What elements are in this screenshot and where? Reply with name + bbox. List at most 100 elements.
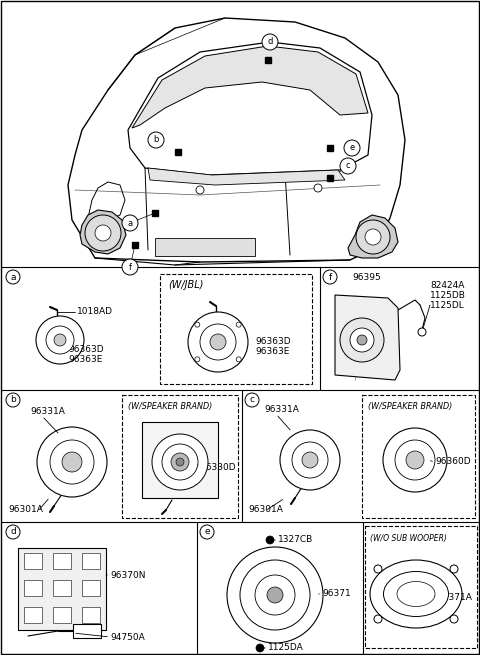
Circle shape [374,615,382,623]
Bar [365,526,477,648]
Text: f: f [328,272,332,282]
Circle shape [450,565,458,573]
Text: 96330D: 96330D [200,462,236,472]
Bar [73,624,101,638]
Text: 82424A: 82424A [430,280,464,290]
Circle shape [292,442,328,478]
Polygon shape [80,210,126,254]
Circle shape [200,324,236,360]
Text: 96301A: 96301A [8,506,43,514]
Text: 1125DB: 1125DB [430,291,466,299]
Circle shape [37,427,107,497]
Circle shape [266,536,274,544]
Bar [53,553,71,569]
Text: (W/JBL): (W/JBL) [168,280,204,290]
Circle shape [280,430,340,490]
Text: b: b [10,396,16,405]
Circle shape [395,440,435,480]
Text: d: d [10,527,16,536]
Text: 1327CB: 1327CB [278,536,313,544]
Circle shape [236,357,241,362]
Text: a: a [10,272,16,282]
Text: 96363E: 96363E [68,356,102,364]
Circle shape [85,215,121,251]
Circle shape [245,393,259,407]
Circle shape [148,132,164,148]
Circle shape [383,428,447,492]
Circle shape [240,560,310,630]
Circle shape [227,547,323,643]
Polygon shape [148,168,345,185]
Circle shape [267,587,283,603]
Circle shape [171,453,189,471]
Text: 1018AD: 1018AD [77,307,113,316]
Text: 96370N: 96370N [110,571,145,580]
Circle shape [314,184,322,192]
Polygon shape [68,18,405,262]
Circle shape [450,615,458,623]
Ellipse shape [397,582,435,607]
Circle shape [262,34,278,50]
Text: (W/SPEAKER BRAND): (W/SPEAKER BRAND) [368,403,452,411]
Circle shape [340,318,384,362]
Circle shape [6,393,20,407]
Text: a: a [127,219,132,227]
Text: b: b [153,136,159,145]
Circle shape [302,452,318,468]
Text: 96363E: 96363E [255,348,289,356]
Text: 96363D: 96363D [68,345,104,354]
Circle shape [36,316,84,364]
Circle shape [323,270,337,284]
Circle shape [210,334,226,350]
Circle shape [195,357,200,362]
Polygon shape [128,42,372,175]
Circle shape [196,186,204,194]
Circle shape [350,328,374,352]
Circle shape [54,334,66,346]
Circle shape [340,158,356,174]
Bar [53,580,71,596]
Circle shape [255,575,295,615]
Circle shape [176,458,184,466]
Bar [53,607,71,624]
Circle shape [6,270,20,284]
Bar [24,580,42,596]
Text: 96371A: 96371A [437,593,472,603]
Circle shape [162,444,198,480]
Circle shape [357,335,367,345]
Circle shape [418,328,426,336]
Bar [24,553,42,569]
Polygon shape [335,295,400,380]
Circle shape [50,440,94,484]
Text: f: f [129,263,132,272]
Text: (W/SPEAKER BRAND): (W/SPEAKER BRAND) [128,403,212,411]
Bar [18,548,106,630]
Circle shape [374,565,382,573]
Text: 96371: 96371 [322,588,351,597]
Bar [83,553,100,569]
Bar [122,395,238,518]
Polygon shape [348,215,398,258]
Circle shape [46,326,74,354]
Circle shape [62,452,82,472]
Text: 96331A: 96331A [264,405,299,415]
Text: 1125DA: 1125DA [268,643,304,652]
Circle shape [200,525,214,539]
Circle shape [236,322,241,327]
Text: 96395: 96395 [352,274,381,282]
Circle shape [256,644,264,652]
Bar [160,274,312,384]
Ellipse shape [384,572,448,616]
Text: e: e [204,527,210,536]
Circle shape [344,140,360,156]
Bar [142,422,218,498]
Circle shape [365,229,381,245]
Text: e: e [349,143,355,153]
Circle shape [95,225,111,241]
Text: 96363D: 96363D [255,337,290,346]
Text: (W/O SUB WOOPER): (W/O SUB WOOPER) [370,534,447,542]
Text: 96301A: 96301A [248,506,283,514]
Circle shape [152,434,208,490]
Bar [24,607,42,624]
Text: 1125DL: 1125DL [430,301,465,310]
